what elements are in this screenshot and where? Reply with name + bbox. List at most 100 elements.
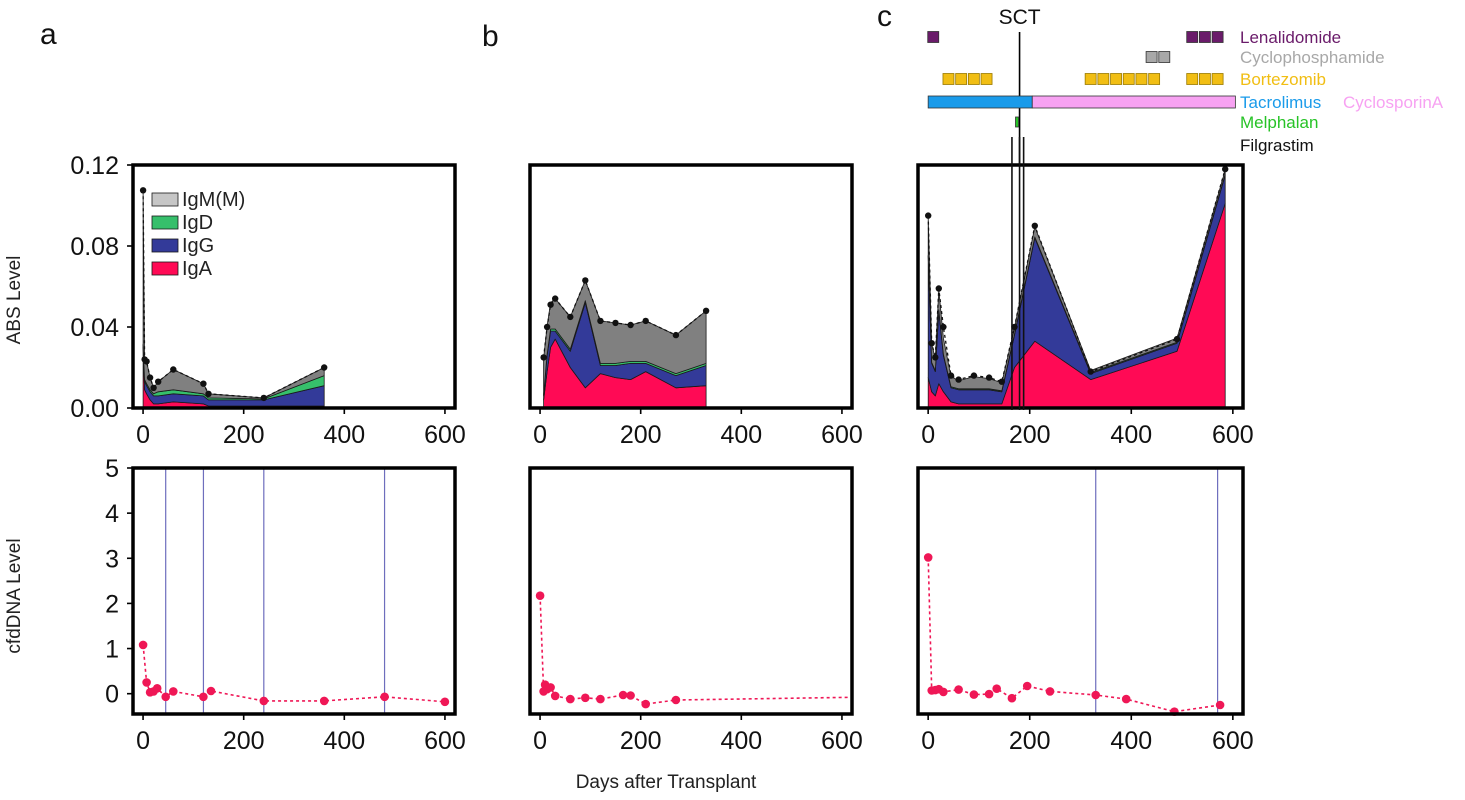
total-point-a: [200, 380, 207, 387]
cfdna-point-a: [380, 692, 389, 702]
y-tick-label-cfdna: 1: [105, 636, 119, 664]
axes-frame-c-abs: [916, 163, 1245, 410]
cfdna-point-a: [161, 692, 170, 702]
cfdna-point-c: [923, 553, 933, 562]
cfdna-point-c: [1215, 700, 1225, 710]
legend-swatch-igmm: [151, 192, 179, 207]
total-point-c: [1031, 222, 1039, 229]
bortezomib-dose-block: [942, 73, 955, 85]
total-point-b: [597, 317, 604, 325]
cfdna-point-c: [969, 690, 979, 699]
x-tick-label-c-cfddna: 0: [921, 727, 935, 755]
total-point-b: [702, 307, 710, 314]
cfdna-point-a: [152, 684, 162, 693]
bortezomib-dose-block: [1097, 73, 1110, 85]
tacrolimus-label: Tacrolimus: [1240, 93, 1321, 112]
melphalan-label: Melphalan: [1240, 113, 1318, 132]
x-tick-label-a-abs: 200: [223, 421, 265, 449]
cfdna-point-c: [939, 687, 948, 697]
cfdna-point-a: [199, 692, 208, 702]
cfdna-point-b: [566, 694, 575, 704]
total-point-c: [985, 374, 993, 381]
cfdna-point-c: [954, 685, 963, 694]
total-point-c: [925, 212, 932, 219]
x-tick-label-b-abs: 600: [821, 421, 863, 449]
total-point-c: [947, 372, 955, 379]
y-tick-label-cfdna: 0: [105, 681, 119, 709]
total-point-a: [146, 374, 154, 381]
lenalidomide-dose-block: [1186, 31, 1199, 43]
cfdna-point-a: [206, 686, 216, 696]
legend-label: IgG: [182, 235, 214, 257]
cfdna-line-b: [539, 595, 853, 705]
cfdna-point-b: [535, 591, 545, 600]
bortezomib-dose-block: [1122, 73, 1135, 85]
cfdna-point-b: [596, 694, 605, 704]
y-tick-label-abs: 0.00: [70, 395, 119, 423]
x-tick-label-a-cfddna: 0: [136, 727, 150, 755]
cfdna-point-c: [992, 684, 1001, 693]
cfdna-point-c: [1007, 693, 1017, 703]
bortezomib-dose-block: [1148, 73, 1161, 85]
cfdna-point-b: [581, 693, 590, 703]
total-point-b: [547, 301, 554, 308]
x-tick-label-b-abs: 400: [720, 421, 762, 449]
x-tick-label-a-abs: 0: [136, 421, 150, 449]
x-tick-label-c-abs: 0: [921, 421, 935, 449]
y-tick-label-cfdna: 3: [105, 545, 119, 573]
abs-y-axis-title: ABS Level: [4, 256, 25, 345]
axes-frame-layer: [131, 163, 1245, 716]
lenalidomide-label: Lenalidomide: [1240, 28, 1341, 47]
x-tick-label-a-cfddna: 200: [223, 727, 265, 755]
total-point-a: [155, 378, 162, 385]
total-point-c: [998, 378, 1005, 385]
panel-letter-b: b: [482, 20, 499, 53]
y-tick-label-cfdna: 4: [105, 500, 119, 528]
total-point-c: [1011, 323, 1018, 331]
total-point-c: [955, 376, 962, 383]
axes-frame-c-cfddna: [916, 466, 1245, 716]
total-point-b: [642, 317, 649, 325]
cfdna-point-b: [641, 699, 650, 709]
total-point-c: [1173, 335, 1181, 343]
panel-letter-a: a: [40, 18, 57, 51]
cfdna-line-a: [142, 644, 445, 703]
total-line-b: [542, 278, 707, 358]
cfdna-point-a: [440, 697, 450, 707]
total-point-b: [540, 354, 547, 361]
total-point-b: [582, 277, 589, 284]
cfdna-point-c: [984, 689, 994, 699]
filgrastim-label: Filgrastim: [1240, 136, 1314, 155]
total-point-a: [205, 390, 212, 397]
cfdna-point-a: [138, 640, 148, 650]
cfdna-point-c: [1091, 690, 1100, 700]
x-tick-label-a-cfddna: 600: [424, 727, 466, 755]
legend-label: IgD: [182, 212, 213, 234]
x-tick-label-b-cfddna: 600: [821, 727, 863, 755]
cfdna-y-axis-title: cfdDNA Level: [4, 538, 25, 653]
cfdna-point-b: [550, 691, 560, 701]
x-tick-label-a-cfddna: 400: [323, 727, 365, 755]
tacrolimus-bar: [927, 95, 1033, 109]
x-tick-label-c-cfddna: 600: [1212, 727, 1254, 755]
total-point-a: [260, 394, 267, 402]
x-tick-label-c-abs: 600: [1212, 421, 1254, 449]
bortezomib-dose-block: [955, 73, 968, 85]
total-point-a: [321, 364, 328, 371]
total-point-b: [672, 331, 680, 339]
x-tick-label-b-abs: 200: [620, 421, 662, 449]
x-tick-label-a-abs: 600: [424, 421, 466, 449]
abs-area-layer: [142, 169, 1226, 409]
bortezomib-dose-block: [967, 73, 980, 85]
total-point-b: [612, 319, 619, 327]
cfdna-point-c: [1045, 687, 1055, 696]
bortezomib-dose-block: [1135, 73, 1148, 85]
total-point-a: [143, 358, 150, 365]
x-tick-label-c-cfddna: 200: [1009, 727, 1051, 755]
total-point-c: [1087, 368, 1094, 375]
total-point-c: [928, 340, 935, 347]
panel-letter-c: c: [877, 0, 892, 33]
total-point-b: [567, 313, 574, 321]
total-point-c: [935, 285, 942, 292]
